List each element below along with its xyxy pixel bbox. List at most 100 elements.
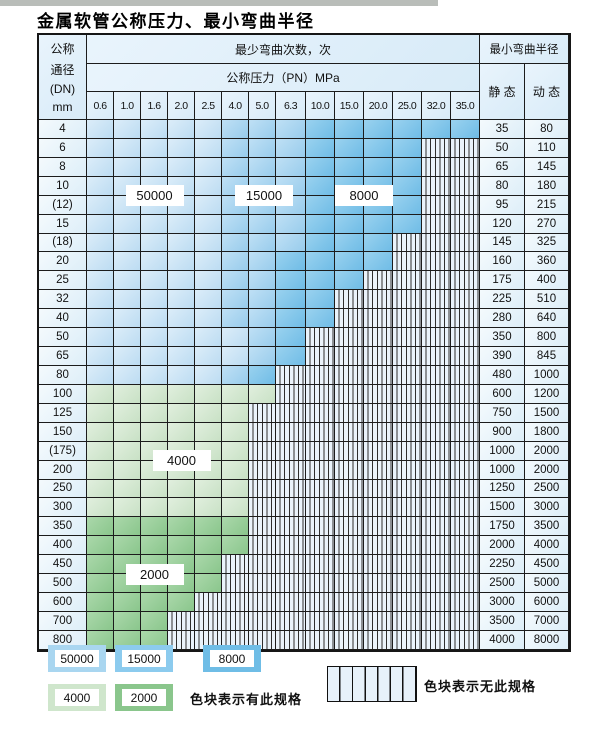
min-bend-radius-header: 最小弯曲半径 bbox=[480, 35, 569, 64]
dynamic-radius-cell: 110 bbox=[525, 138, 569, 158]
spec-cell bbox=[195, 271, 222, 291]
spec-cell bbox=[222, 479, 249, 499]
spec-cell bbox=[114, 403, 141, 423]
no-spec-cell bbox=[276, 630, 306, 650]
spec-cell bbox=[114, 384, 141, 404]
spec-cell bbox=[114, 120, 141, 139]
spec-cell bbox=[87, 574, 114, 594]
spec-cell bbox=[87, 347, 114, 366]
spec-cell bbox=[222, 290, 249, 310]
spec-table: 公称 通径 (DN) mm 最少弯曲次数，次 最小弯曲半径 公称压力（PN）MP… bbox=[37, 33, 571, 652]
no-spec-cell bbox=[222, 574, 249, 594]
no-spec-cell bbox=[364, 309, 393, 329]
spec-cell bbox=[168, 214, 195, 234]
no-spec-cell bbox=[168, 611, 195, 631]
no-spec-cell bbox=[249, 611, 276, 631]
no-spec-cell bbox=[335, 328, 364, 348]
spec-cell bbox=[168, 498, 195, 518]
no-spec-cell bbox=[451, 290, 480, 310]
spec-cell bbox=[249, 347, 276, 366]
spec-cell bbox=[87, 536, 114, 556]
no-spec-cell bbox=[276, 574, 306, 594]
pressure-col-header: 2.0 bbox=[168, 92, 195, 120]
legend-swatch-label: 4000 bbox=[55, 689, 99, 706]
no-spec-cell bbox=[364, 536, 393, 556]
bend-cycles-header: 最少弯曲次数，次 bbox=[87, 35, 480, 64]
no-spec-cell bbox=[451, 441, 480, 461]
spec-cell bbox=[195, 517, 222, 537]
dynamic-radius-cell: 145 bbox=[525, 157, 569, 177]
spec-cell bbox=[364, 233, 393, 253]
no-spec-cell bbox=[393, 536, 422, 556]
no-spec-cell bbox=[306, 479, 335, 499]
static-radius-cell: 50 bbox=[480, 138, 525, 158]
no-spec-cell bbox=[422, 630, 451, 650]
spec-cell bbox=[87, 214, 114, 234]
no-spec-cell bbox=[451, 630, 480, 650]
no-spec-cell bbox=[393, 309, 422, 329]
no-spec-cell bbox=[335, 536, 364, 556]
spec-cell bbox=[87, 290, 114, 310]
spec-cell bbox=[141, 271, 168, 291]
static-radius-cell: 175 bbox=[480, 271, 525, 291]
no-spec-cell bbox=[335, 309, 364, 329]
spec-cell bbox=[364, 138, 393, 158]
dn-cell: 125 bbox=[39, 403, 87, 423]
no-spec-cell bbox=[422, 536, 451, 556]
no-spec-cell bbox=[393, 347, 422, 366]
no-spec-cell bbox=[222, 611, 249, 631]
spec-cell bbox=[87, 195, 114, 215]
static-radius-cell: 750 bbox=[480, 403, 525, 423]
spec-cell bbox=[195, 138, 222, 158]
no-spec-cell bbox=[422, 479, 451, 499]
spec-cell bbox=[114, 593, 141, 612]
no-spec-cell bbox=[393, 574, 422, 594]
dynamic-radius-cell: 510 bbox=[525, 290, 569, 310]
legend: 色块表示有此规格 色块表示无此规格 50000 15000 8000 4000 2000 bbox=[0, 643, 600, 743]
spec-cell bbox=[114, 328, 141, 348]
nominal-pressure-header: 公称压力（PN）MPa bbox=[87, 64, 480, 92]
spec-cell bbox=[168, 517, 195, 537]
spec-cell bbox=[87, 422, 114, 442]
no-spec-cell bbox=[393, 611, 422, 631]
no-spec-cell bbox=[195, 611, 222, 631]
dn-cell: 25 bbox=[39, 271, 87, 291]
no-spec-cell bbox=[393, 403, 422, 423]
dynamic-radius-cell: 2000 bbox=[525, 460, 569, 480]
spec-cell bbox=[141, 536, 168, 556]
spec-cell bbox=[306, 176, 335, 196]
no-spec-cell bbox=[335, 384, 364, 404]
no-spec-cell bbox=[335, 498, 364, 518]
spec-cell bbox=[335, 214, 364, 234]
spec-cell bbox=[393, 157, 422, 177]
no-spec-cell bbox=[364, 498, 393, 518]
no-spec-cell bbox=[364, 574, 393, 594]
no-spec-cell bbox=[422, 403, 451, 423]
spec-cell bbox=[87, 157, 114, 177]
spec-cell bbox=[276, 347, 306, 366]
spec-cell bbox=[168, 403, 195, 423]
spec-cell bbox=[222, 157, 249, 177]
dn-cell: (175) bbox=[39, 441, 87, 461]
no-spec-cell bbox=[422, 611, 451, 631]
spec-cell bbox=[87, 611, 114, 631]
no-spec-cell bbox=[451, 328, 480, 348]
spec-cell bbox=[195, 120, 222, 139]
no-spec-cell bbox=[393, 593, 422, 612]
spec-cell bbox=[222, 347, 249, 366]
no-spec-cell bbox=[335, 574, 364, 594]
spec-cell bbox=[306, 309, 335, 329]
no-spec-cell bbox=[422, 441, 451, 461]
dynamic-radius-cell: 80 bbox=[525, 120, 569, 139]
spec-cell bbox=[141, 498, 168, 518]
spec-cell bbox=[114, 517, 141, 537]
no-spec-cell bbox=[422, 195, 451, 215]
no-spec-cell bbox=[306, 498, 335, 518]
spec-cell bbox=[168, 157, 195, 177]
legend-swatch: 8000 bbox=[203, 645, 261, 672]
pressure-col-header: 1.6 bbox=[141, 92, 168, 120]
cycle-count-label: 50000 bbox=[125, 185, 184, 207]
spec-cell bbox=[114, 365, 141, 385]
dn-cell: 32 bbox=[39, 290, 87, 310]
dynamic-radius-cell: 845 bbox=[525, 347, 569, 366]
